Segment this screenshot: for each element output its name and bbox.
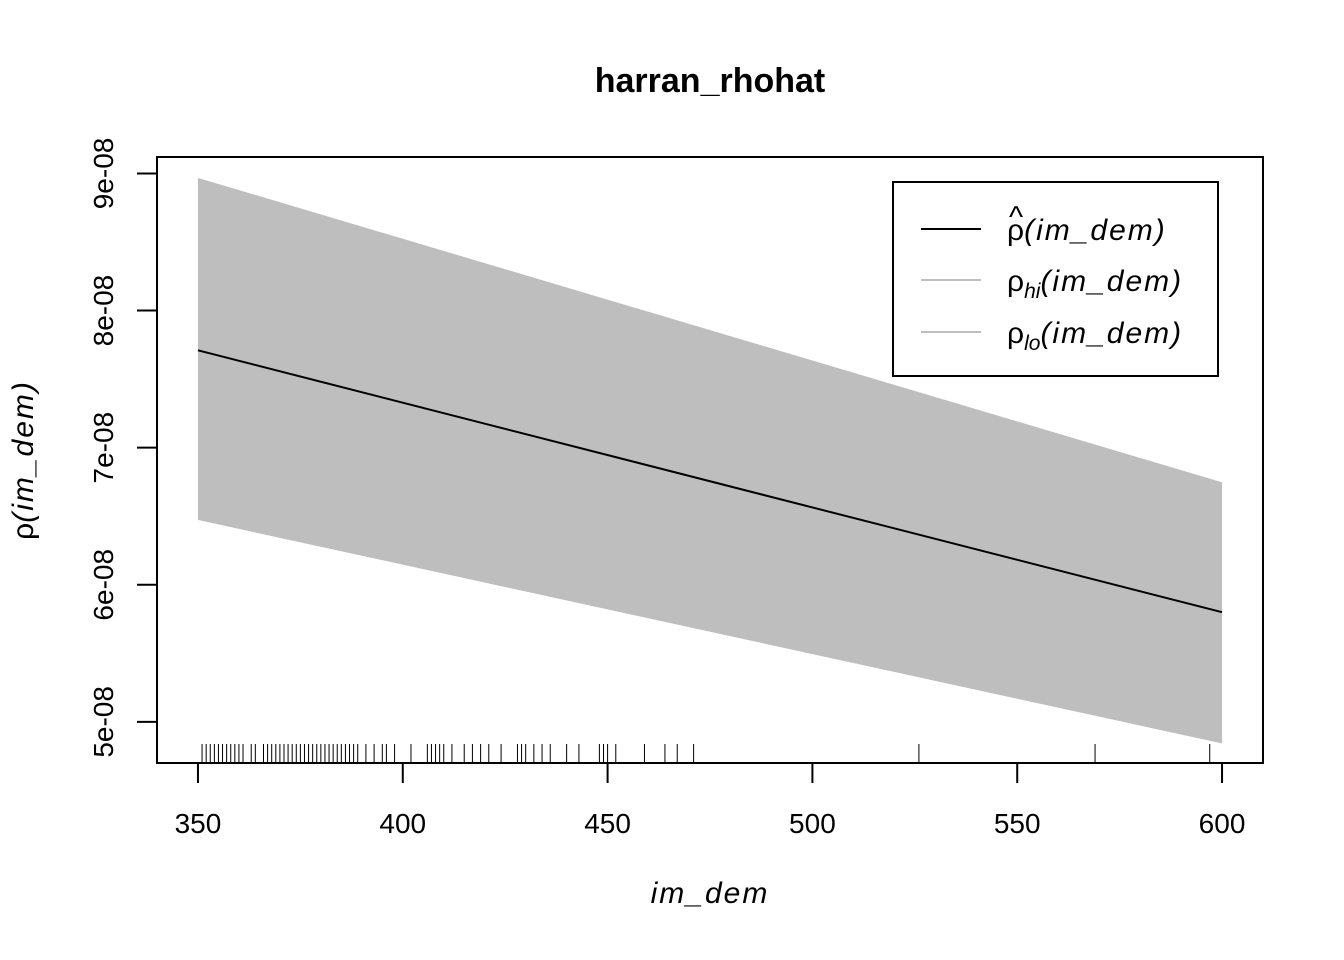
series-line-rho_lo xyxy=(197,517,1223,744)
y-axis-title-arg: (im_dem) xyxy=(7,380,40,523)
legend: ρ(im_dem)^ ρhi(im_dem) ρlo(im_dem) xyxy=(892,181,1219,377)
plot-area xyxy=(197,177,1223,763)
y-tick-label: 6e-08 xyxy=(88,549,119,621)
y-tick-label: 9e-08 xyxy=(88,138,119,210)
y-axis-title-symbol: ρ xyxy=(7,523,40,540)
y-tick-label: 7e-08 xyxy=(88,412,119,484)
confidence-band xyxy=(197,178,1223,743)
y-tick-label: 5e-08 xyxy=(88,686,119,758)
x-axis-title: im_dem xyxy=(651,877,770,910)
x-tick-label: 550 xyxy=(994,808,1041,839)
y-axis-title: ρ(im_dem) xyxy=(7,380,40,540)
chart-title: harran_rhohat xyxy=(595,62,826,100)
x-tick-label: 500 xyxy=(789,808,836,839)
legend-label: ρlo(im_dem) xyxy=(1007,317,1183,355)
y-tick-label: 8e-08 xyxy=(88,275,119,347)
legend-label: ρhi(im_dem) xyxy=(1007,265,1183,303)
legend-hat: ^ xyxy=(1009,201,1023,234)
x-tick-label: 350 xyxy=(175,808,222,839)
legend-label: ρ(im_dem) xyxy=(1007,214,1167,247)
x-tick-label: 600 xyxy=(1199,808,1246,839)
series-line-rho_hi xyxy=(197,177,1223,485)
x-tick-label: 400 xyxy=(379,808,426,839)
x-axis: 350 400 450 500 550 600 xyxy=(175,762,1246,839)
y-axis: 5e-08 6e-08 7e-08 8e-08 9e-08 xyxy=(88,138,158,758)
series-line-rho_hat xyxy=(197,349,1223,614)
x-tick-label: 450 xyxy=(584,808,631,839)
